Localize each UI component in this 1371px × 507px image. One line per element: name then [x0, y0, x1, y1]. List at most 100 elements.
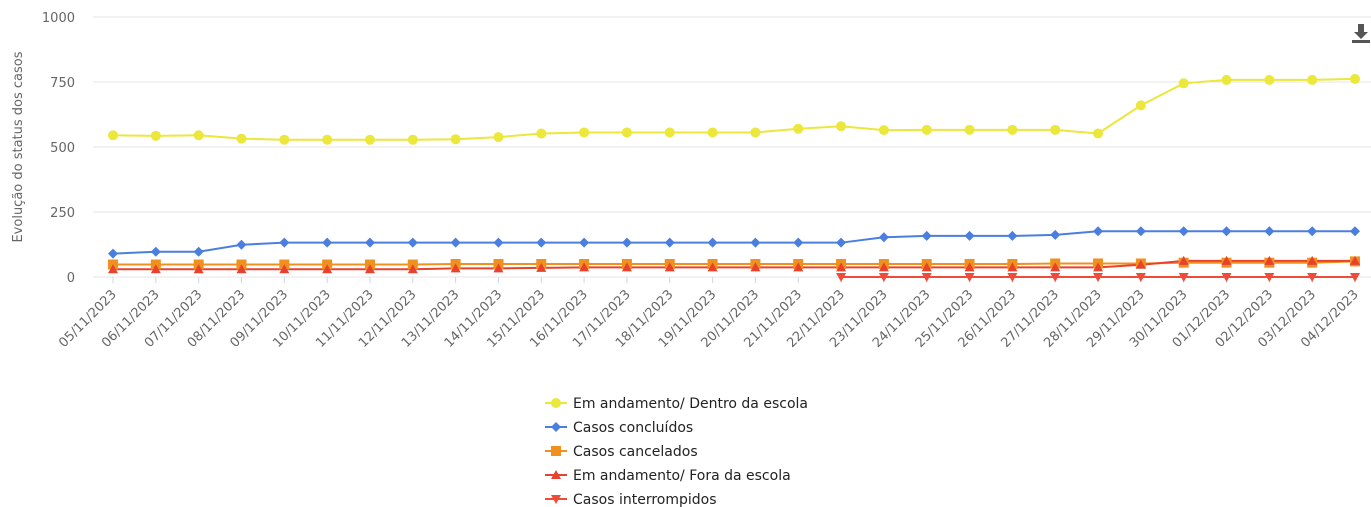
- point: [579, 127, 590, 138]
- point: [707, 237, 718, 248]
- point: [921, 124, 932, 135]
- legend-label: Em andamento/ Fora da escola: [573, 468, 791, 484]
- point: [1093, 262, 1104, 272]
- point: [878, 273, 889, 282]
- point: [964, 230, 975, 241]
- point: [1007, 124, 1018, 135]
- point: [551, 495, 561, 504]
- point: [1264, 273, 1275, 282]
- legend-label: Casos interrompidos: [573, 492, 717, 507]
- point: [1307, 273, 1318, 282]
- legend-label: Casos concluídos: [573, 420, 693, 436]
- point: [1350, 255, 1360, 265]
- series-line: [112, 230, 1355, 255]
- point: [450, 263, 461, 273]
- point: [793, 237, 804, 248]
- point: [964, 273, 975, 282]
- legend-label: Em andamento/ Dentro da escola: [573, 396, 808, 412]
- y-tick-label: 500: [50, 141, 75, 156]
- point: [1264, 226, 1275, 237]
- point: [1178, 78, 1189, 89]
- y-axis-title: Evolução do status dos casos: [11, 51, 26, 242]
- point: [536, 237, 547, 248]
- point: [364, 264, 375, 274]
- point: [1007, 273, 1018, 282]
- point: [878, 125, 889, 136]
- point: [1135, 226, 1146, 237]
- point: [1093, 273, 1104, 282]
- point: [1007, 230, 1018, 241]
- point: [536, 262, 547, 272]
- point: [150, 264, 161, 274]
- point: [1221, 226, 1232, 237]
- download-button[interactable]: [1350, 20, 1371, 44]
- point: [664, 237, 675, 248]
- point: [1350, 226, 1360, 237]
- series-line: [112, 77, 1356, 141]
- y-tick-label: 250: [50, 206, 75, 221]
- point: [450, 237, 461, 248]
- download-arrow: [1354, 24, 1368, 39]
- point: [964, 262, 975, 272]
- point: [1350, 73, 1360, 84]
- point: [1135, 100, 1146, 111]
- point: [150, 246, 161, 257]
- point: [1135, 259, 1146, 269]
- point: [664, 262, 675, 272]
- point: [236, 264, 247, 274]
- point: [551, 470, 561, 479]
- point: [493, 263, 504, 273]
- point: [322, 237, 333, 248]
- point: [1135, 273, 1146, 282]
- point: [193, 246, 204, 257]
- point: [1050, 262, 1061, 272]
- point: [750, 262, 761, 272]
- point: [551, 446, 561, 456]
- point: [1178, 273, 1189, 282]
- point: [493, 237, 504, 248]
- point: [836, 273, 847, 282]
- point: [579, 262, 590, 272]
- point: [707, 127, 718, 138]
- point: [921, 262, 932, 272]
- point: [279, 237, 290, 248]
- point: [750, 237, 761, 248]
- point: [407, 134, 418, 145]
- point: [921, 230, 932, 241]
- point: [493, 132, 504, 143]
- point: [279, 264, 290, 274]
- point: [450, 134, 461, 145]
- point: [551, 398, 561, 408]
- point: [1221, 74, 1232, 85]
- point: [1264, 255, 1275, 265]
- point: [793, 262, 804, 272]
- point: [322, 134, 333, 145]
- point: [579, 237, 590, 248]
- point: [236, 133, 247, 144]
- point: [921, 273, 932, 282]
- point: [1264, 74, 1275, 85]
- point: [108, 130, 118, 141]
- point: [364, 134, 375, 145]
- point: [150, 130, 161, 141]
- series-line: [113, 259, 1355, 271]
- legend-label: Casos cancelados: [573, 444, 698, 460]
- point: [1307, 255, 1318, 265]
- point: [836, 237, 847, 248]
- point: [1178, 226, 1189, 237]
- point: [551, 422, 561, 432]
- point: [108, 264, 118, 274]
- point: [364, 237, 375, 248]
- point: [108, 248, 118, 259]
- point: [621, 262, 632, 272]
- point: [193, 130, 204, 141]
- point: [1307, 226, 1318, 237]
- download-base: [1352, 40, 1370, 43]
- point: [322, 264, 333, 274]
- point: [1007, 262, 1018, 272]
- point: [964, 124, 975, 135]
- point: [536, 128, 547, 139]
- point: [1050, 273, 1061, 282]
- y-tick-label: 0: [67, 271, 75, 286]
